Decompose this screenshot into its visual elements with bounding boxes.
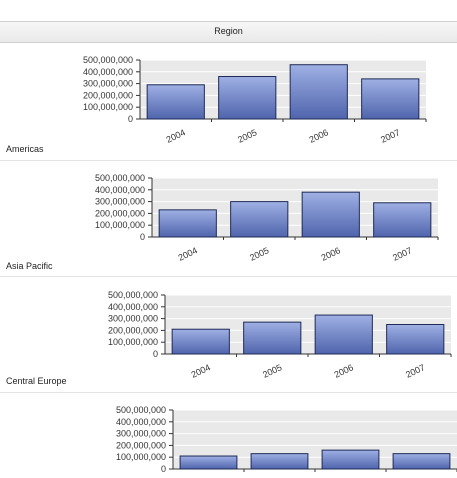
x-tick-label: 2004	[165, 127, 187, 145]
y-tick-label: 400,000,000	[116, 417, 166, 427]
y-tick-label: 100,000,000	[83, 102, 133, 112]
y-tick-label: 500,000,000	[116, 405, 166, 415]
y-tick-label: 0	[153, 349, 158, 359]
y-tick-label: 200,000,000	[116, 440, 166, 450]
bar[interactable]	[230, 201, 289, 238]
y-tick-label: 500,000,000	[83, 55, 133, 65]
bar[interactable]	[146, 84, 205, 120]
y-tick-label: 500,000,000	[95, 173, 145, 183]
bar[interactable]	[314, 314, 373, 355]
americas-row-label: Americas	[6, 144, 44, 154]
row-divider	[0, 276, 457, 277]
x-tick-label: 2007	[379, 127, 401, 145]
y-tick-label: 300,000,000	[95, 197, 145, 207]
y-tick-label: 200,000,000	[95, 208, 145, 218]
row-divider	[0, 160, 457, 161]
x-tick-label: 2004	[177, 245, 199, 263]
x-tick-label: 2005	[236, 127, 258, 145]
x-tick-label: 2006	[320, 245, 342, 263]
bar[interactable]	[373, 202, 432, 238]
bar[interactable]	[158, 209, 217, 238]
bar[interactable]	[361, 78, 420, 120]
bar[interactable]	[301, 191, 360, 238]
bar[interactable]	[218, 76, 277, 120]
y-tick-label: 300,000,000	[116, 429, 166, 439]
x-tick-label: 2005	[261, 362, 283, 380]
x-tick-label: 2006	[308, 127, 330, 145]
y-tick-label: 0	[140, 232, 145, 242]
bar[interactable]	[179, 455, 238, 470]
region-column-header[interactable]: Region	[0, 21, 457, 43]
bar[interactable]	[250, 453, 309, 470]
y-tick-label: 300,000,000	[83, 79, 133, 89]
bar[interactable]	[243, 321, 302, 355]
y-tick-label: 200,000,000	[83, 90, 133, 100]
bar[interactable]	[289, 64, 348, 120]
y-tick-label: 400,000,000	[108, 302, 158, 312]
bar[interactable]	[321, 449, 380, 470]
asia-pacific-row-label: Asia Pacific	[6, 261, 53, 271]
region-header-label: Region	[214, 26, 243, 36]
y-tick-label: 100,000,000	[108, 337, 158, 347]
y-tick-label: 100,000,000	[95, 220, 145, 230]
bar[interactable]	[392, 453, 451, 470]
x-tick-label: 2007	[404, 362, 426, 380]
x-tick-label: 2005	[248, 245, 270, 263]
central-europe-row-label: Central Europe	[6, 376, 67, 386]
y-tick-label: 300,000,000	[108, 314, 158, 324]
x-tick-label: 2006	[333, 362, 355, 380]
y-tick-label: 200,000,000	[108, 325, 158, 335]
x-tick-label: 2004	[190, 362, 212, 380]
y-tick-label: 0	[161, 464, 166, 474]
y-tick-label: 400,000,000	[95, 185, 145, 195]
row-divider	[0, 392, 457, 393]
y-tick-label: 100,000,000	[116, 452, 166, 462]
bar[interactable]	[171, 328, 230, 355]
y-tick-label: 0	[128, 114, 133, 124]
y-tick-label: 400,000,000	[83, 67, 133, 77]
bar[interactable]	[386, 324, 445, 355]
x-tick-label: 2007	[391, 245, 413, 263]
y-tick-label: 500,000,000	[108, 290, 158, 300]
